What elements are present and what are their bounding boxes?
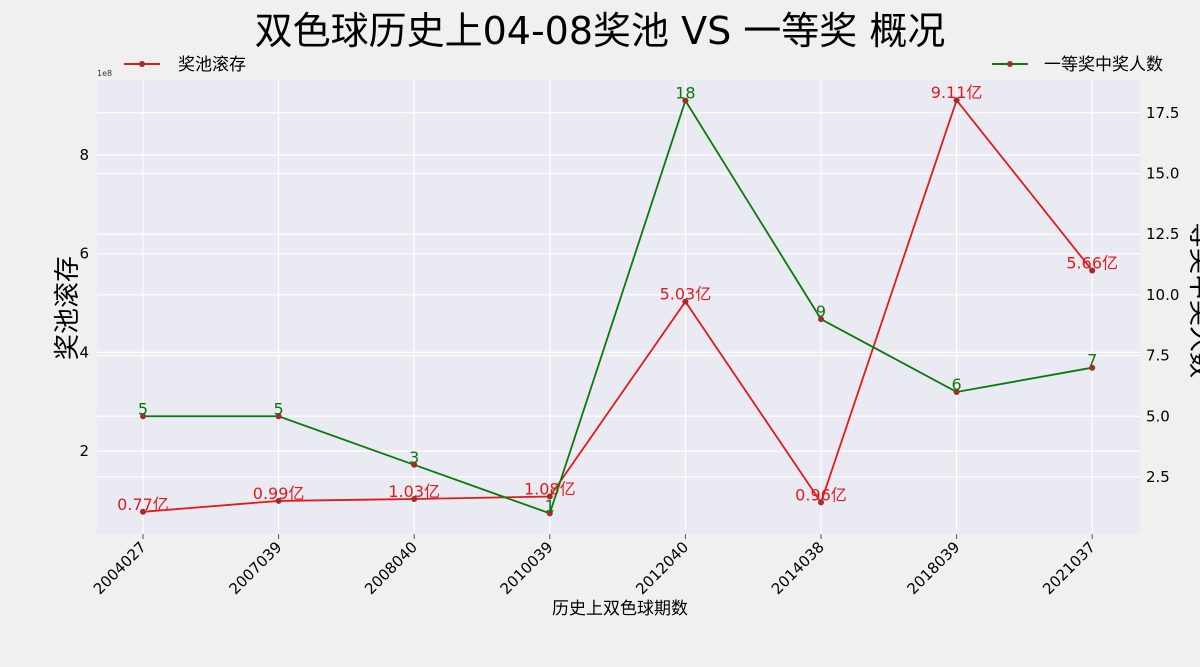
y-tick-label-right: 5.0	[1146, 407, 1170, 425]
series-layer: 0.77亿 0.99亿 1.03亿 1.08亿 5.03亿 0.96亿 9.11亿 5.66亿…	[117, 83, 1118, 517]
data-point	[818, 499, 824, 506]
y-tick-label: 2	[79, 442, 89, 460]
x-tick-label: 2014038	[768, 538, 828, 598]
legend-left: 奖池滚存	[124, 55, 246, 75]
offset-text: 1e8	[97, 69, 112, 78]
legend-right: 一等奖中奖人数	[992, 55, 1163, 75]
legend-marker	[139, 61, 145, 67]
y-tick-label: 8	[79, 146, 89, 164]
y-axis-label-right: 一等奖中奖人数	[1185, 196, 1200, 378]
y-tick-label-right: 12.5	[1146, 225, 1179, 243]
legend-label: 奖池滚存	[178, 55, 246, 75]
data-point	[1089, 364, 1096, 371]
y-tick-label: 6	[79, 245, 89, 263]
data-label: 5	[138, 399, 148, 418]
series-line-0	[142, 98, 1093, 513]
data-point	[546, 510, 553, 517]
x-tick-label: 2012040	[632, 538, 692, 598]
y-tick-label-right: 10.0	[1146, 286, 1179, 304]
data-label: 9	[816, 302, 826, 321]
data-point	[140, 508, 146, 515]
y-tick-label-right: 15.0	[1146, 164, 1179, 182]
data-point	[682, 298, 689, 305]
x-tick-label: 2021037	[1039, 538, 1099, 598]
data-label: 0.99亿	[253, 484, 305, 503]
data-label: 18	[675, 84, 695, 103]
data-label: 3	[409, 448, 419, 467]
series-line-1	[143, 98, 1093, 515]
data-point	[275, 497, 282, 504]
x-tick-label: 2007039	[225, 538, 285, 598]
data-point	[411, 461, 418, 468]
data-point	[1089, 267, 1096, 274]
data-point	[140, 413, 146, 420]
data-label: 9.11亿	[931, 83, 983, 102]
x-tick-label: 2004027	[90, 538, 150, 598]
data-label: 0.77亿	[117, 495, 169, 514]
data-label: 1.08亿	[524, 479, 576, 498]
data-label: 0.96亿	[795, 485, 847, 504]
data-point	[682, 97, 689, 104]
data-point	[818, 316, 824, 323]
data-label: 5.66亿	[1066, 253, 1118, 272]
x-tick-label: 2008040	[361, 538, 421, 598]
x-tick-label: 2018039	[903, 538, 963, 598]
data-point	[953, 388, 960, 395]
data-point	[546, 493, 553, 500]
data-label: 1.03亿	[388, 482, 440, 501]
data-point	[275, 413, 282, 420]
legend-marker	[1007, 61, 1013, 67]
y-tick-label: 4	[79, 343, 89, 361]
data-label: 1	[545, 496, 555, 515]
x-axis-label: 历史上双色球期数	[552, 599, 688, 619]
y-tick-label-right: 17.5	[1146, 104, 1179, 122]
data-label: 6	[952, 375, 962, 394]
data-label: 5.03亿	[660, 285, 712, 304]
data-label: 7	[1087, 351, 1097, 370]
y-tick-label-right: 2.5	[1146, 468, 1170, 486]
data-point	[411, 495, 418, 502]
x-tick-label: 2010039	[497, 538, 557, 598]
y-tick-label-right: 7.5	[1146, 347, 1170, 365]
chart-title: 双色球历史上04-08奖池 VS 一等奖 概况	[255, 9, 946, 53]
legend-label: 一等奖中奖人数	[1044, 55, 1163, 75]
data-label: 5	[274, 399, 284, 418]
y-axis-label: 奖池滚存	[53, 256, 83, 360]
data-point	[953, 97, 960, 104]
